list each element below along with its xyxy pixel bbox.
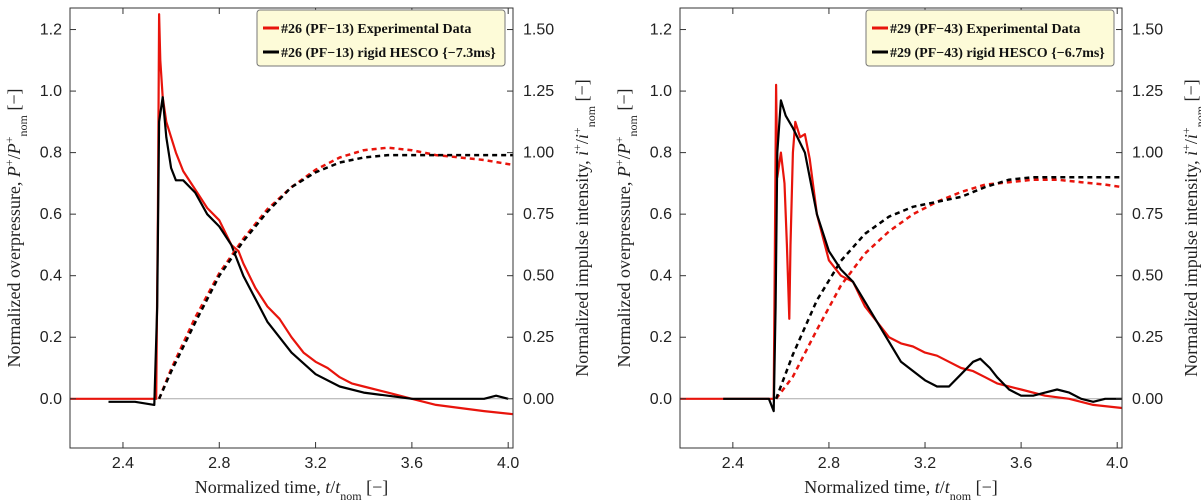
legend-box <box>865 9 1115 67</box>
y-tick-label-right: 1.00 <box>1132 145 1163 162</box>
y-tick-label-left: 0.0 <box>650 391 672 408</box>
x-tick-label: 2.8 <box>818 455 840 472</box>
series-line-2 <box>723 99 1122 413</box>
x-tick-label: 2.8 <box>208 455 230 472</box>
y-tick-label-right: 0.75 <box>1132 206 1163 223</box>
legend: #26 (PF−13) Experimental Data #26 (PF−13)… <box>256 9 506 67</box>
legend-entry: #29 (PF−43) Experimental Data <box>890 22 1080 37</box>
plot-frame <box>69 7 514 449</box>
chart-panel-2: 2.4 2.8 3.2 3.6 4.0 0.0 0.2 0.4 0.6 0.8 1.0 1.2 0.00… <box>612 7 1201 503</box>
y-tick-label-right: 1.25 <box>1132 83 1163 100</box>
x-tick-label: 3.2 <box>304 455 326 472</box>
series-line-3 <box>157 146 514 400</box>
series-line-2 <box>108 96 509 406</box>
y-tick-label-right: 1.50 <box>1132 22 1163 39</box>
x-tick-label: 2.4 <box>112 455 134 472</box>
legend-entry: #26 (PF−13) Experimental Data <box>281 22 471 37</box>
series-line-3 <box>775 178 1123 400</box>
legend-entry: #29 (PF−43) rigid HESCO {−6.7ms} <box>890 46 1105 61</box>
y-tick-label-left: 0.4 <box>40 268 62 285</box>
y-tick-label-left: 1.2 <box>40 22 62 39</box>
plot-frame <box>679 7 1123 449</box>
series-line-4 <box>774 175 1122 400</box>
series-line-1 <box>70 13 514 416</box>
y-tick-label-left: 0.8 <box>40 145 62 162</box>
x-axis-label: Normalized time, t/tnom [−] <box>195 477 389 503</box>
y-tick-label-right: 0.00 <box>1132 391 1163 408</box>
y-tick-label-right: 0.50 <box>1132 268 1163 285</box>
y-tick-label-left: 1.2 <box>650 22 672 39</box>
y-tick-label-right: 1.50 <box>523 22 554 39</box>
chart-panel-1: 2.4 2.8 3.2 3.6 4.0 0.0 0.2 0.4 0.6 0.8 1.0 1.2 0.00… <box>2 7 598 503</box>
y-tick-label-right: 1.00 <box>523 145 554 162</box>
y-tick-label-right: 0.50 <box>523 268 554 285</box>
x-axis-label: Normalized time, t/tnom [−] <box>804 477 998 503</box>
y-axis-label-left: Normalized overpressure, P+/P+nom [−] <box>2 89 30 368</box>
x-tick-label: 3.6 <box>1010 455 1032 472</box>
x-tick-label: 3.6 <box>401 455 423 472</box>
y-tick-label-right: 0.25 <box>523 329 554 346</box>
y-tick-label-right: 1.25 <box>523 83 554 100</box>
legend-box <box>256 9 506 67</box>
y-tick-label-left: 0.6 <box>40 206 62 223</box>
y-tick-label-left: 1.0 <box>650 83 672 100</box>
y-tick-label-right: 0.00 <box>523 391 554 408</box>
y-tick-label-right: 0.75 <box>523 206 554 223</box>
legend-entry: #26 (PF−13) rigid HESCO {−7.3ms} <box>281 46 496 61</box>
y-axis-label-left: Normalized overpressure, P+/P+nom [−] <box>612 89 640 368</box>
y-axis-label-right: Normalized impulse intensity, i+/i+nom [… <box>1179 79 1201 376</box>
y-tick-label-left: 0.2 <box>40 329 62 346</box>
y-tick-label-right: 0.25 <box>1132 329 1163 346</box>
legend: #29 (PF−43) Experimental Data #29 (PF−43)… <box>865 9 1115 67</box>
y-tick-label-left: 0.2 <box>650 329 672 346</box>
series-line-4 <box>157 153 513 400</box>
x-tick-label: 4.0 <box>1106 455 1128 472</box>
y-tick-label-left: 0.0 <box>40 391 62 408</box>
y-tick-label-left: 0.8 <box>650 145 672 162</box>
x-tick-label: 2.4 <box>722 455 744 472</box>
y-tick-label-left: 1.0 <box>40 83 62 100</box>
x-tick-label: 3.2 <box>914 455 936 472</box>
y-tick-label-left: 0.4 <box>650 268 672 285</box>
y-axis-label-right: Normalized impulse intensity, i+/i+nom [… <box>570 79 598 376</box>
y-tick-label-left: 0.6 <box>650 206 672 223</box>
x-tick-label: 4.0 <box>497 455 519 472</box>
series-line-1 <box>680 83 1123 410</box>
